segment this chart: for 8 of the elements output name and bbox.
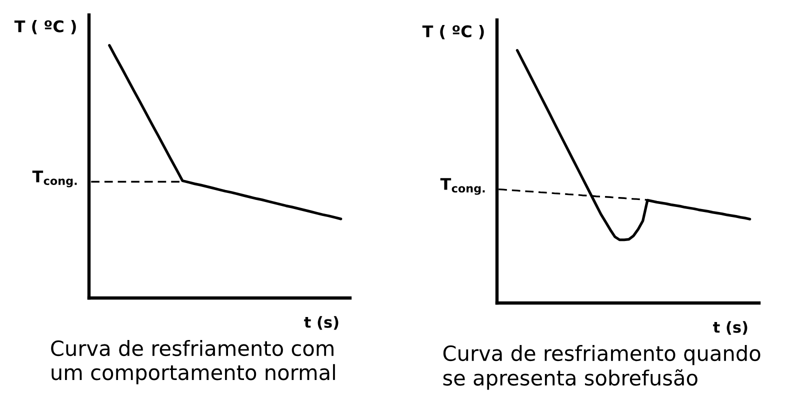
text: Curva de resfriamento quando se apresenta sobrefusão bbox=[443, 345, 760, 390]
text: T$_{cong.}$ bbox=[440, 178, 485, 195]
text: T$_{cong.}$ bbox=[32, 170, 77, 188]
x-axis-title: t (s) bbox=[304, 316, 338, 330]
x-axis-title: t (s) bbox=[713, 321, 748, 335]
y-axis-title: T ( ºC ) bbox=[422, 25, 484, 40]
text: Curva de resfriamento com um comportamento normal bbox=[51, 340, 335, 384]
y-axis-title: T ( ºC ) bbox=[14, 20, 76, 34]
